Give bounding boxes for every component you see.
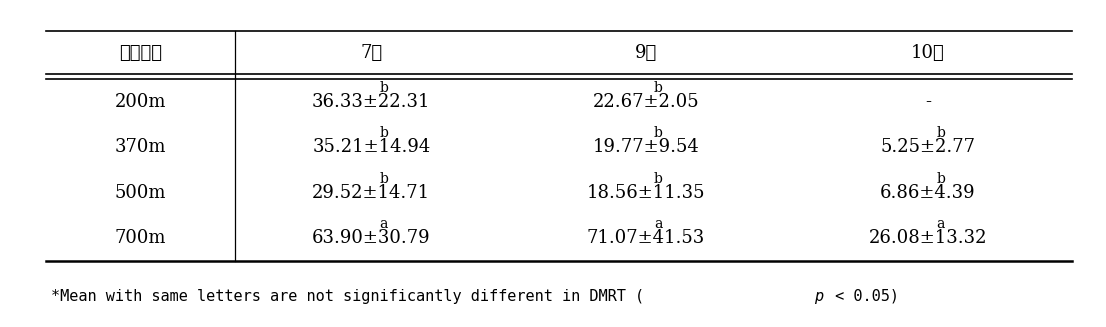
Text: 해발고도: 해발고도 (119, 44, 161, 62)
Text: 35.21±14.94: 35.21±14.94 (312, 138, 430, 156)
Text: 29.52±14.71: 29.52±14.71 (312, 184, 430, 202)
Text: 7월: 7월 (361, 44, 383, 62)
Text: < 0.05): < 0.05) (826, 289, 899, 304)
Text: 18.56±11.35: 18.56±11.35 (586, 184, 705, 202)
Text: a: a (379, 217, 388, 231)
Text: 370m: 370m (115, 138, 166, 156)
Text: b: b (654, 172, 662, 186)
Text: p: p (814, 289, 824, 304)
Text: 9월: 9월 (635, 44, 657, 62)
Text: a: a (654, 217, 662, 231)
Text: 10월: 10월 (911, 44, 945, 62)
Text: 5.25±2.77: 5.25±2.77 (880, 138, 975, 156)
Text: b: b (936, 172, 946, 186)
Text: 63.90±30.79: 63.90±30.79 (312, 229, 430, 247)
Text: -: - (925, 93, 931, 111)
Text: 500m: 500m (115, 184, 166, 202)
Text: 200m: 200m (115, 93, 166, 111)
Text: *Mean with same letters are not significantly different in DMRT (: *Mean with same letters are not signific… (51, 289, 644, 304)
Text: 19.77±9.54: 19.77±9.54 (593, 138, 699, 156)
Text: 22.67±2.05: 22.67±2.05 (593, 93, 699, 111)
Text: 71.07±41.53: 71.07±41.53 (586, 229, 705, 247)
Text: 26.08±13.32: 26.08±13.32 (868, 229, 988, 247)
Text: 36.33±22.31: 36.33±22.31 (312, 93, 430, 111)
Text: b: b (379, 172, 388, 186)
Text: 700m: 700m (115, 229, 166, 247)
Text: b: b (654, 126, 662, 140)
Text: b: b (654, 81, 662, 95)
Text: 6.86±4.39: 6.86±4.39 (880, 184, 975, 202)
Text: b: b (379, 126, 388, 140)
Text: b: b (379, 81, 388, 95)
Text: a: a (936, 217, 945, 231)
Text: b: b (936, 126, 946, 140)
